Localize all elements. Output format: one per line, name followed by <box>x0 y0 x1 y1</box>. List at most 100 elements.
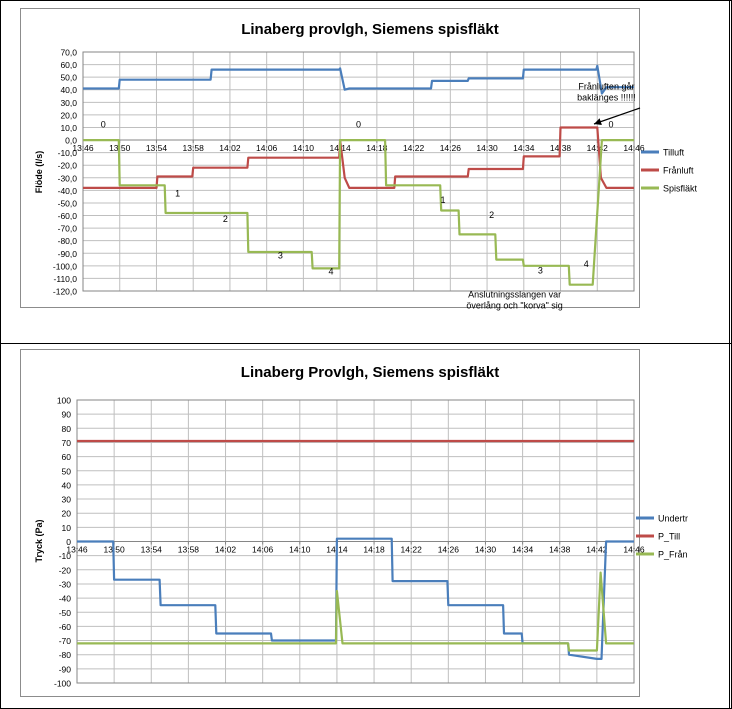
annotation-label: 3 <box>278 250 283 260</box>
annotation-label: 0 <box>609 119 614 129</box>
y-tick-label: -80,0 <box>58 236 78 246</box>
y-tick-label: -50,0 <box>58 198 78 208</box>
y-tick-label: -40 <box>59 594 72 604</box>
y-tick-label: 30 <box>62 495 72 505</box>
annotation-label: överlång och "korva" sig <box>466 300 562 310</box>
y-tick-label: 60 <box>62 452 72 462</box>
annotation-label: 1 <box>175 189 180 199</box>
annotation-label: 4 <box>328 267 333 277</box>
series-line-spisfläkt <box>83 139 634 286</box>
y-tick-label: -90 <box>59 664 72 674</box>
y-axis-label: Tryck (Pa) <box>34 519 44 562</box>
y-tick-label: -20 <box>59 565 72 575</box>
y-tick-label: 0 <box>66 537 71 547</box>
x-tick-label: 14:30 <box>476 143 498 153</box>
x-tick-label: 14:22 <box>401 545 423 555</box>
plot-border <box>82 51 635 292</box>
y-tick-label: 0,0 <box>65 136 77 146</box>
legend: Tilluft Frånluft Spisfläkt <box>641 148 698 194</box>
series-line-p-från <box>77 571 634 652</box>
legend-label: Frånluft <box>663 166 694 176</box>
y-tick-labels: 70,0 60,0 50,0 40,0 30,0 20,0 10,0 0,0 -10,0 -20,… <box>53 48 77 297</box>
x-tick-label: 13:54 <box>146 143 168 153</box>
y-tick-label: -50 <box>59 608 72 618</box>
series-lines <box>83 64 634 286</box>
annotation-label: Anslutningsslangen var <box>468 289 561 299</box>
y-tick-label: -30 <box>59 579 72 589</box>
y-tick-label: -120,0 <box>53 287 77 297</box>
legend-label: Spisfläkt <box>663 184 698 194</box>
y-tick-label: 10 <box>62 523 72 533</box>
x-tick-label: 14:06 <box>256 143 278 153</box>
annotation-label: 2 <box>223 214 228 224</box>
y-tick-label: 20,0 <box>60 110 77 120</box>
annotation-label: 0 <box>356 119 361 129</box>
x-tick-label: 14:10 <box>289 545 311 555</box>
annotation-arrow <box>593 107 641 126</box>
y-tick-label: 60,0 <box>60 60 77 70</box>
x-tick-label: 14:22 <box>403 143 425 153</box>
x-tick-label: 14:42 <box>587 143 609 153</box>
pressure-chart: Linaberg Provlgh, Siemens spisfläkt Tryc… <box>20 349 688 697</box>
y-tick-label: -70,0 <box>58 224 78 234</box>
y-tick-label: -70 <box>59 636 72 646</box>
y-tick-label: 70,0 <box>60 48 77 58</box>
y-tick-label: 90 <box>62 410 72 420</box>
x-tick-label: 14:18 <box>366 143 388 153</box>
y-tick-labels: 1009080706050403020100-10-20-30-40-50-60… <box>54 396 71 689</box>
y-tick-label: 30,0 <box>60 98 77 108</box>
annotation-label: 4 <box>584 259 589 269</box>
x-tick-label: 14:34 <box>512 545 534 555</box>
y-axis-label: Flöde (l/s) <box>34 151 44 194</box>
x-tick-label: 13:46 <box>66 545 88 555</box>
y-tick-label: 50 <box>62 466 72 476</box>
y-tick-label: 80 <box>62 424 72 434</box>
x-tick-label: 14:42 <box>586 545 608 555</box>
series-lines <box>77 439 634 660</box>
annotation-label: Frånluften går <box>578 82 634 92</box>
x-tick-label: 14:30 <box>475 545 497 555</box>
y-tick-label: -60 <box>59 622 72 632</box>
x-tick-label: 14:26 <box>438 545 460 555</box>
y-tick-label: -90,0 <box>58 249 78 259</box>
annotation-label: 0 <box>101 119 106 129</box>
y-tick-label: -10,0 <box>58 148 78 158</box>
y-tick-label: 10,0 <box>60 123 77 133</box>
x-tick-label: 13:58 <box>178 545 200 555</box>
x-tick-label: 14:18 <box>363 545 385 555</box>
chart-title: Linaberg Provlgh, Siemens spisfläkt <box>241 364 499 381</box>
y-tick-label: 70 <box>62 438 72 448</box>
series-line-frånluft <box>83 126 634 189</box>
y-tick-label: 20 <box>62 509 72 519</box>
legend-label: Undertr <box>658 514 688 524</box>
y-tick-label: -80 <box>59 650 72 660</box>
y-tick-label: -20,0 <box>58 161 78 171</box>
y-tick-label: 40 <box>62 480 72 490</box>
y-tick-label: -10 <box>59 551 72 561</box>
flow-chart: Linaberg provlgh, Siemens spisfläkt Flöd… <box>20 8 698 310</box>
legend-label: P_Till <box>658 532 680 542</box>
annotation-label: baklänges !!!!!! <box>577 93 636 103</box>
chart-title: Linaberg provlgh, Siemens spisfläkt <box>241 21 499 38</box>
series-line-undertr <box>77 537 634 660</box>
x-tick-label: 14:46 <box>623 143 645 153</box>
x-tick-label: 14:46 <box>623 545 645 555</box>
x-tick-label: 14:34 <box>513 143 535 153</box>
annotation-label: 3 <box>538 265 543 275</box>
x-tick-label: 14:26 <box>440 143 462 153</box>
y-tick-label: -110,0 <box>54 274 78 284</box>
y-tick-label: 40,0 <box>60 85 77 95</box>
legend-label: Tilluft <box>663 148 685 158</box>
legend-label: P_Från <box>658 550 688 560</box>
gridlines <box>76 399 635 684</box>
y-tick-label: -100 <box>54 679 71 689</box>
x-tick-label: 14:10 <box>293 143 315 153</box>
x-tick-label: 13:54 <box>141 545 163 555</box>
x-tick-label: 13:46 <box>72 143 94 153</box>
annotation-label: 2 <box>489 210 494 220</box>
y-tick-label: -40,0 <box>58 186 78 196</box>
x-tick-label: 14:06 <box>252 545 274 555</box>
legend: Undertr P_Till P_Från <box>636 514 688 560</box>
